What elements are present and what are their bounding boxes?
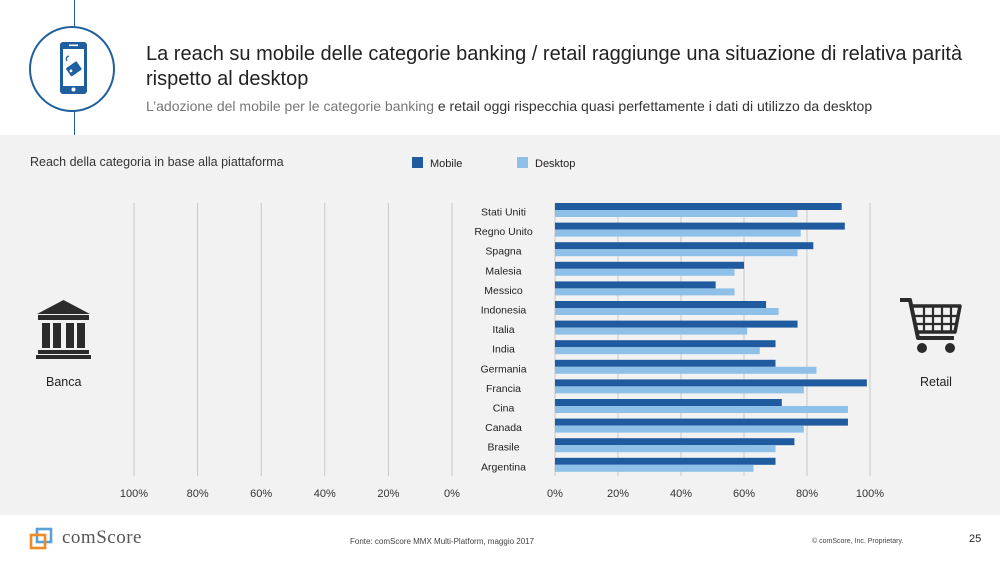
bar-retail-desktop-regno-unito — [555, 229, 801, 237]
mobile-phone-tag-icon — [29, 26, 115, 112]
tick-label-retail-4: 80% — [796, 488, 818, 500]
bar-retail-desktop-messico — [555, 288, 735, 296]
bar-retail-desktop-argentina — [555, 464, 754, 472]
bar-retail-desktop-spagna — [555, 249, 798, 257]
bar-retail-mobile-francia — [555, 379, 867, 387]
slide-footer — [0, 515, 1000, 563]
subtitle-part-1: L’adozione del mobile per le categorie b… — [146, 98, 438, 114]
bar-retail-desktop-francia — [555, 386, 804, 394]
category-label-malesia: Malesia — [485, 265, 521, 277]
page-title: La reach su mobile delle categorie banki… — [146, 43, 963, 90]
chart-title: Reach della categoria in base alla piatt… — [30, 155, 284, 169]
page-subtitle: L’adozione del mobile per le categorie b… — [146, 98, 966, 114]
legend-swatch-mobile — [412, 157, 423, 168]
tick-label-retail-5: 100% — [856, 488, 884, 500]
category-label-germania: Germania — [480, 363, 526, 375]
category-label-italia: Italia — [492, 324, 514, 336]
butterfly-bar-chart: 100% 80% 60% 40% 20% 0% 0% 20% 40% 60% 80% 100% Stat… — [120, 203, 884, 500]
legend-swatch-desktop — [517, 157, 528, 168]
bar-retail-mobile-germania — [555, 359, 776, 367]
category-label-argentina: Argentina — [481, 461, 526, 473]
bar-retail-desktop-stati-uniti — [555, 210, 798, 217]
category-label-stati-uniti: Stati Uniti — [481, 207, 526, 219]
bar-retail-desktop-brasile — [555, 445, 776, 453]
bar-retail-mobile-brasile — [555, 438, 795, 446]
page-number: 25 — [969, 533, 982, 545]
bar-retail-mobile-spagna — [555, 242, 814, 250]
bar-retail-desktop-malesia — [555, 268, 735, 276]
legend-label-mobile: Mobile — [430, 158, 463, 170]
bar-retail-mobile-indonesia — [555, 301, 767, 308]
tick-label-banca-2: 60% — [250, 488, 272, 500]
slide-header: La reach su mobile delle categorie banki… — [0, 0, 1000, 135]
brand-name: comScore — [62, 527, 142, 548]
bar-retail-mobile-cina — [555, 399, 782, 406]
category-label-brasile: Brasile — [487, 442, 519, 454]
copyright-note: © comScore, Inc. Proprietary. — [812, 538, 904, 545]
bar-retail-desktop-italia — [555, 327, 748, 335]
tick-label-banca-3: 40% — [314, 488, 336, 500]
category-label-canada: Canada — [485, 422, 522, 434]
panel-label-retail: Retail — [920, 375, 952, 389]
tick-label-retail-1: 20% — [607, 488, 629, 500]
bar-retail-mobile-malesia — [555, 261, 744, 269]
tick-label-retail-2: 40% — [670, 488, 692, 500]
bar-retail-mobile-canada — [555, 418, 848, 426]
tick-label-banca-5: 0% — [444, 488, 460, 500]
bar-retail-mobile-regno-unito — [555, 222, 845, 230]
category-label-indonesia: Indonesia — [481, 305, 527, 317]
bar-retail-desktop-cina — [555, 406, 848, 413]
legend-label-desktop: Desktop — [535, 158, 576, 170]
bar-retail-mobile-argentina — [555, 457, 776, 465]
tick-label-banca-1: 80% — [187, 488, 209, 500]
tick-label-banca-0: 100% — [120, 488, 148, 500]
tick-label-retail-0: 0% — [547, 488, 563, 500]
panel-label-banca: Banca — [46, 375, 82, 389]
comscore-logo-icon — [29, 527, 53, 550]
bar-retail-desktop-india — [555, 347, 760, 355]
bar-retail-desktop-germania — [555, 366, 817, 374]
legend-item-desktop: Desktop — [517, 157, 575, 170]
subtitle-part-2: e retail oggi rispecchia quasi perfettam… — [437, 98, 873, 114]
bar-retail-mobile-messico — [555, 281, 716, 289]
bar-retail-desktop-indonesia — [555, 308, 779, 315]
tick-label-banca-4: 20% — [377, 488, 399, 500]
bar-retail-mobile-india — [555, 340, 776, 348]
tick-label-retail-3: 60% — [733, 488, 755, 500]
chart-panel — [0, 135, 1000, 515]
bar-retail-desktop-canada — [555, 425, 804, 433]
bar-retail-mobile-italia — [555, 320, 798, 328]
category-label-spagna: Spagna — [485, 246, 521, 258]
category-label-messico: Messico — [484, 285, 523, 297]
category-label-india: India — [492, 344, 515, 356]
shopping-cart-icon — [900, 298, 962, 353]
source-note: Fonte: comScore MMX Multi-Platform, magg… — [350, 537, 535, 546]
bar-retail-mobile-stati-uniti — [555, 203, 842, 210]
bank-icon — [36, 300, 91, 359]
category-label-francia: Francia — [486, 383, 521, 395]
category-label-regno-unito: Regno Unito — [474, 226, 533, 238]
legend-item-mobile: Mobile — [412, 157, 462, 170]
category-label-cina: Cina — [493, 403, 515, 415]
